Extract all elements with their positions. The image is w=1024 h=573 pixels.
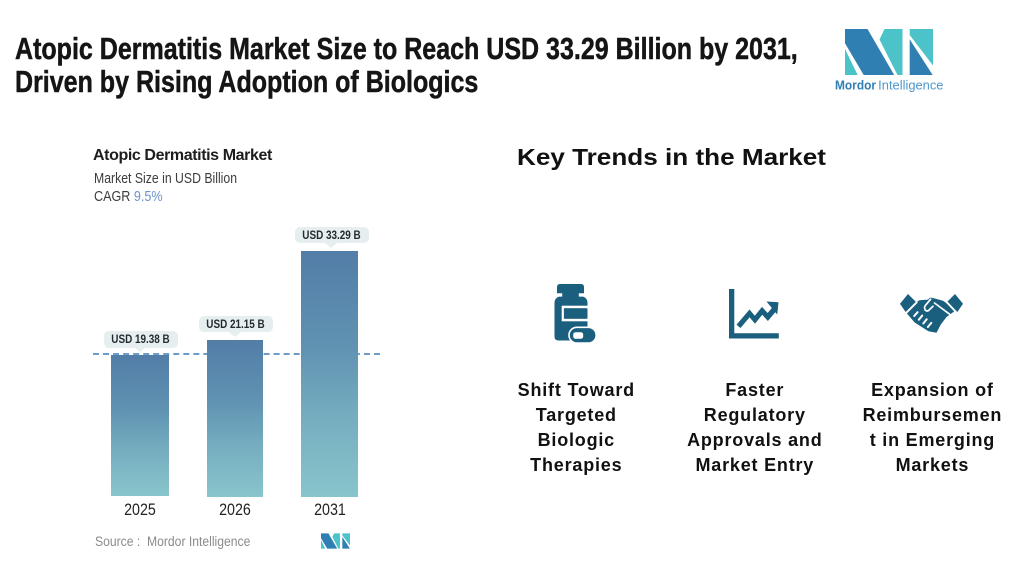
svg-text:Intelligence: Intelligence — [878, 79, 943, 93]
svg-text:Mordor: Mordor — [835, 79, 876, 93]
